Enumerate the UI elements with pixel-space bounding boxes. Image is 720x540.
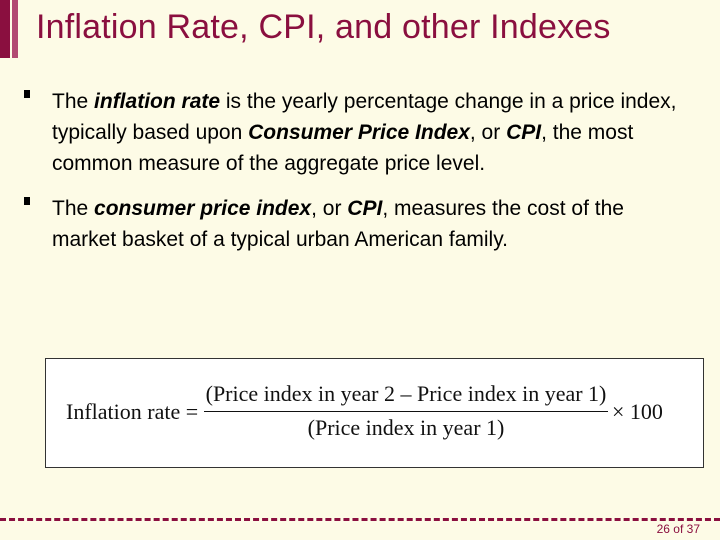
formula-denominator: (Price index in year 1) (307, 415, 505, 440)
bullet-text: The (52, 197, 95, 220)
bullet-square-icon (24, 90, 30, 98)
page-number: 26 of 37 (656, 522, 700, 536)
bullet-text: The (52, 90, 95, 113)
title-accent-stripe (12, 0, 18, 58)
term-inflation-rate: inflation rate (94, 90, 221, 113)
formula-box: Inflation rate = (Price index in year 2 … (45, 358, 704, 468)
bullet-text: , or (311, 197, 348, 220)
formula-fraction: (Price index in year 2 – Price index in … (204, 381, 608, 441)
term-cpi: CPI (506, 121, 542, 144)
bullet-text: , or (469, 121, 507, 144)
bullet-square-icon (24, 197, 30, 205)
bullet-text: , measures the cost of the market basket… (52, 197, 624, 251)
term-consumer-price-index: consumer price index (94, 197, 312, 220)
bullet-text: , the most common measure of the aggrega… (52, 121, 634, 175)
term-consumer-price-index: Consumer Price Index (248, 121, 470, 144)
formula-numerator: (Price index in year 2 – Price index in … (205, 381, 607, 406)
bullet-list: The inflation rate is the yearly percent… (22, 86, 692, 269)
footer-dashed-line (0, 518, 720, 521)
bullet-inflation-rate: The inflation rate is the yearly percent… (22, 86, 692, 179)
formula-label: Inflation rate = (66, 399, 199, 424)
bullet-cpi: The consumer price index, or CPI, measur… (22, 193, 692, 255)
formula-multiplier: × 100 (612, 399, 663, 424)
bullet-text: is the yearly percentage change in a pri… (52, 90, 677, 144)
term-cpi: CPI (347, 197, 383, 220)
fraction-bar (204, 411, 608, 412)
title-accent-bar (0, 0, 10, 58)
slide-title: Inflation Rate, CPI, and other Indexes (36, 8, 611, 46)
